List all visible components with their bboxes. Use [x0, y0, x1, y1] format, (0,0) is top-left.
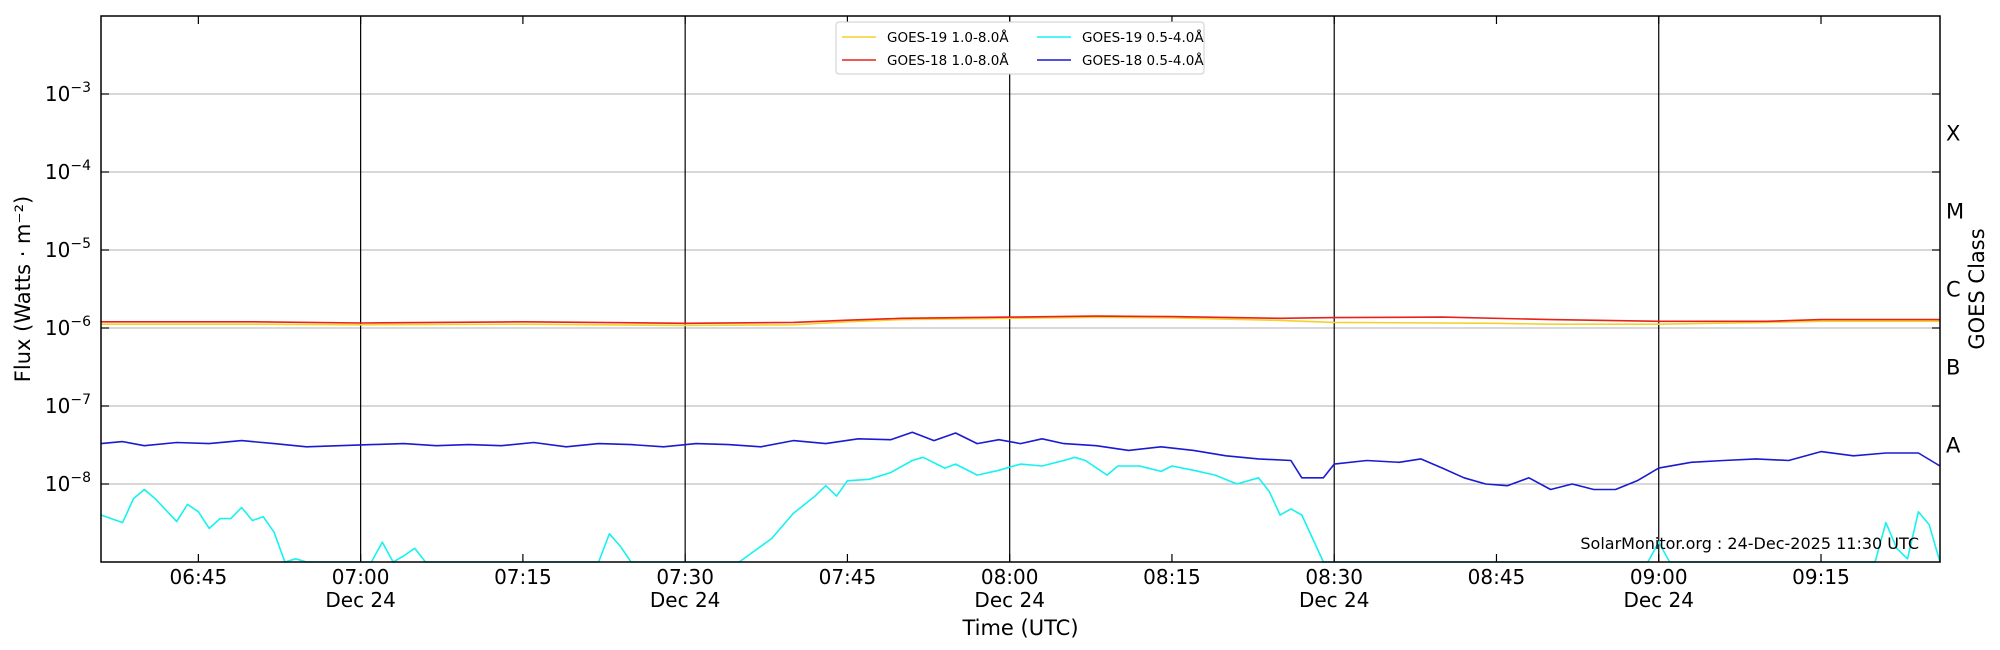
goes-class-label: X: [1946, 122, 1960, 146]
legend-entry-label: GOES-18 0.5-4.0Å: [1082, 52, 1204, 69]
goes-class-axis-title: GOES Class: [1965, 228, 1989, 349]
x-tick-date-label: Dec 24: [974, 588, 1045, 612]
series-line: [101, 315, 1940, 325]
series-line: [100, 431, 1941, 491]
legend-entry-label: GOES-18 1.0-8.0Å: [887, 52, 1009, 69]
y-axis-ticks: 10−8 10−7 10−6 10−5 10−4 10−3: [45, 80, 1940, 496]
x-tick-date-label: Dec 24: [1299, 588, 1370, 612]
y-axis-title: Flux (Watts · m⁻²): [11, 196, 35, 382]
x-tick-label: 08:15: [1143, 565, 1201, 589]
y-tick-label: 10−7: [45, 392, 91, 418]
y-tick-label: 10−3: [45, 80, 91, 106]
x-tick-label: 06:45: [170, 565, 228, 589]
goes-class-label: A: [1946, 434, 1961, 458]
x-tick-label: 09:00: [1630, 565, 1688, 589]
x-tick-label: 08:45: [1468, 565, 1526, 589]
x-tick-label: 07:45: [819, 565, 877, 589]
plot-frame: [100, 15, 1941, 563]
legend-entry-label: GOES-19 0.5-4.0Å: [1082, 29, 1204, 46]
x-tick-label: 07:00: [332, 565, 390, 589]
legend-box: [835, 21, 1205, 75]
legend-entry-label: GOES-19 1.0-8.0Å: [887, 29, 1009, 46]
day-marker-lines: [360, 16, 1660, 562]
y-tick-label: 10−5: [45, 236, 91, 262]
horizontal-gridlines: [101, 93, 1940, 485]
goes-class-label: B: [1946, 356, 1960, 380]
goes-class-label: C: [1946, 278, 1961, 302]
goes-class-labels: A B C M X: [1946, 122, 1964, 458]
x-axis-title: Time (UTC): [961, 616, 1078, 640]
x-tick-date-label: Dec 24: [1623, 588, 1694, 612]
credit-text: SolarMonitor.org : 24-Dec-2025 11:30 UTC: [1580, 534, 1919, 553]
flux-series-group: [100, 315, 1941, 563]
x-tick-label: 07:30: [656, 565, 714, 589]
x-tick-label: 07:15: [494, 565, 552, 589]
x-tick-label: 08:30: [1305, 565, 1363, 589]
y-tick-label: 10−4: [45, 158, 91, 184]
y-tick-label: 10−8: [45, 470, 91, 496]
series-line: [101, 316, 1940, 327]
x-tick-label: 09:15: [1792, 565, 1850, 589]
x-tick-label: 08:00: [981, 565, 1039, 589]
x-tick-date-label: Dec 24: [650, 588, 721, 612]
y-tick-label: 10−6: [45, 314, 91, 340]
legend: GOES-19 1.0-8.0Å GOES-18 1.0-8.0Å GOES-19 …: [835, 21, 1205, 75]
goes-class-label: M: [1946, 200, 1964, 224]
series-line: [100, 456, 1941, 563]
x-tick-date-label: Dec 24: [325, 588, 396, 612]
